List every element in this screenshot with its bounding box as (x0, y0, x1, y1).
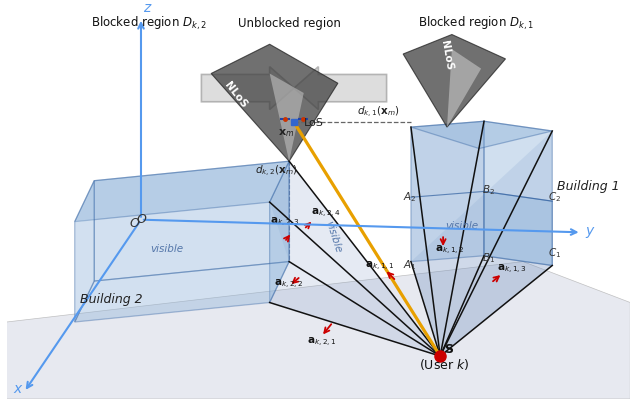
Text: $\mathbf{a}_{k,1,1}$: $\mathbf{a}_{k,1,1}$ (365, 260, 394, 273)
Polygon shape (269, 73, 304, 161)
Polygon shape (94, 161, 289, 281)
Text: visible: visible (323, 219, 343, 254)
Polygon shape (269, 161, 440, 356)
Text: $O$: $O$ (136, 213, 147, 225)
Text: Building 1: Building 1 (557, 180, 620, 194)
Text: S: S (444, 343, 453, 356)
Text: NLoS: NLoS (439, 39, 454, 71)
Text: $A_2$: $A_2$ (403, 190, 417, 204)
Polygon shape (75, 161, 289, 221)
Polygon shape (484, 192, 552, 265)
Text: $\mathbf{a}_{k,1,3}$: $\mathbf{a}_{k,1,3}$ (497, 263, 526, 276)
Text: $B_2$: $B_2$ (482, 184, 495, 197)
Text: $\mathbf{a}_{k,2,4}$: $\mathbf{a}_{k,2,4}$ (310, 207, 340, 219)
Polygon shape (411, 121, 552, 148)
Text: (User $k$): (User $k$) (419, 357, 469, 372)
Polygon shape (411, 131, 552, 356)
Polygon shape (403, 35, 506, 127)
Text: $x$: $x$ (13, 382, 24, 396)
Text: $d_{k,2}(\mathbf{x}_m)$: $d_{k,2}(\mathbf{x}_m)$ (255, 164, 298, 179)
Text: LoS: LoS (304, 118, 324, 128)
Text: Building 2: Building 2 (79, 292, 142, 306)
Polygon shape (411, 121, 484, 262)
Polygon shape (447, 49, 481, 127)
Text: Blocked region $D_{k,2}$: Blocked region $D_{k,2}$ (92, 15, 207, 32)
Text: $\mathbf{x}_m$: $\mathbf{x}_m$ (278, 127, 294, 139)
Polygon shape (6, 262, 630, 399)
Polygon shape (269, 202, 440, 356)
Text: visible: visible (151, 244, 184, 254)
Polygon shape (202, 67, 294, 110)
Text: $\mathbf{a}_{k,2,1}$: $\mathbf{a}_{k,2,1}$ (307, 336, 336, 349)
Text: $z$: $z$ (143, 1, 152, 15)
Polygon shape (440, 121, 484, 356)
Polygon shape (75, 262, 289, 322)
Text: $y$: $y$ (586, 225, 596, 240)
Text: Unblocked region: Unblocked region (239, 17, 341, 30)
Text: $C_1$: $C_1$ (548, 246, 561, 259)
Text: $\mathbf{a}_{k,2,3}$: $\mathbf{a}_{k,2,3}$ (269, 216, 299, 229)
Text: $d_{k,1}(\mathbf{x}_m)$: $d_{k,1}(\mathbf{x}_m)$ (357, 105, 400, 120)
Polygon shape (411, 121, 484, 356)
Text: $O$: $O$ (129, 217, 141, 231)
Text: $\mathbf{a}_{k,1,2}$: $\mathbf{a}_{k,1,2}$ (435, 243, 465, 257)
Text: $A_1$: $A_1$ (403, 259, 417, 272)
Polygon shape (440, 131, 552, 356)
Polygon shape (269, 161, 289, 302)
Text: $C_2$: $C_2$ (548, 190, 561, 204)
Polygon shape (269, 262, 440, 356)
Text: $B_1$: $B_1$ (482, 252, 495, 265)
Polygon shape (211, 44, 338, 161)
Text: Blocked region $D_{k,1}$: Blocked region $D_{k,1}$ (418, 15, 534, 32)
Text: visible: visible (445, 221, 478, 231)
Polygon shape (294, 67, 387, 110)
Text: $\mathbf{a}_{k,2,2}$: $\mathbf{a}_{k,2,2}$ (273, 278, 303, 291)
Polygon shape (440, 256, 552, 356)
Polygon shape (75, 181, 94, 322)
Polygon shape (484, 121, 552, 265)
Polygon shape (411, 127, 440, 356)
Text: NLoS: NLoS (223, 80, 250, 110)
